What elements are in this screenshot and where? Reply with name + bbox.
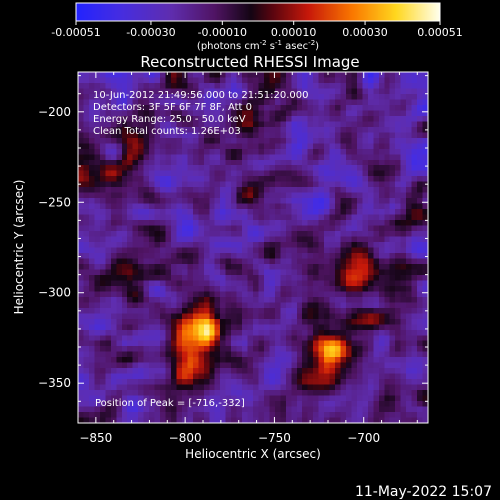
- x-tick-label: −750: [258, 431, 291, 445]
- x-axis-ticks: −850 −800 −750 −700: [79, 72, 418, 445]
- colorbar-tick-label: -0.00030: [126, 26, 175, 39]
- unit-exponent: -2: [260, 39, 267, 47]
- y-axis-ticks: −200 −250 −300 −350: [38, 75, 428, 402]
- colorbar-gradient: [76, 3, 440, 21]
- unit-text: (photons cm: [197, 41, 260, 52]
- plot-area: −850 −800 −750 −700 −200 −250 −300 −350 10-Jun…: [38, 71, 429, 445]
- plot-frame: [77, 71, 429, 424]
- annotation-line: 10-Jun-2012 21:49:56.000 to 21:51:20.000: [93, 90, 309, 101]
- y-tick-label: −250: [38, 195, 71, 209]
- unit-exponent: -2: [308, 39, 315, 47]
- y-tick-label: −200: [38, 105, 71, 119]
- x-tick-label: −800: [169, 431, 202, 445]
- y-tick-label: −350: [38, 376, 71, 390]
- peak-position-label: Position of Peak = [-716,-332]: [95, 398, 245, 409]
- colorbar: -0.00051 -0.00030 -0.00010 0.00010 0.00030 0.…: [51, 2, 463, 52]
- unit-text: ): [315, 41, 319, 52]
- unit-exponent: -1: [275, 39, 282, 47]
- colorbar-tick-label: -0.00051: [51, 26, 100, 39]
- colorbar-tick-label: 0.00051: [417, 26, 463, 39]
- annotation-line: Energy Range: 25.0 - 50.0 keV: [93, 114, 246, 125]
- annotation-line: Detectors: 3F 5F 6F 7F 8F, Att 0: [93, 102, 252, 113]
- colorbar-ticks: -0.00051 -0.00030 -0.00010 0.00010 0.00030 0.…: [51, 21, 463, 39]
- colorbar-unit: (photons cm-2 s-1 asec-2): [197, 39, 319, 52]
- y-axis-label: Heliocentric Y (arcsec): [12, 180, 26, 315]
- x-tick-label: −850: [79, 431, 112, 445]
- chart-title: Reconstructed RHESSI Image: [140, 53, 359, 71]
- colorbar-frame: [75, 2, 441, 22]
- x-tick-label: −700: [347, 431, 380, 445]
- unit-text: s: [267, 41, 275, 52]
- footer-date: 11-May-2022 15:07: [355, 484, 492, 500]
- annotation-block: 10-Jun-2012 21:49:56.000 to 21:51:20.000…: [93, 90, 309, 137]
- colorbar-tick-label: 0.00010: [271, 26, 317, 39]
- colorbar-tick-label: 0.00030: [342, 26, 388, 39]
- colorbar-tick-label: -0.00010: [198, 26, 247, 39]
- x-axis-label: Heliocentric X (arcsec): [185, 447, 321, 461]
- heatmap-image: [78, 72, 428, 423]
- y-tick-label: −300: [38, 286, 71, 300]
- unit-text: asec: [282, 41, 308, 52]
- annotation-line: Clean Total counts: 1.26E+03: [93, 126, 241, 137]
